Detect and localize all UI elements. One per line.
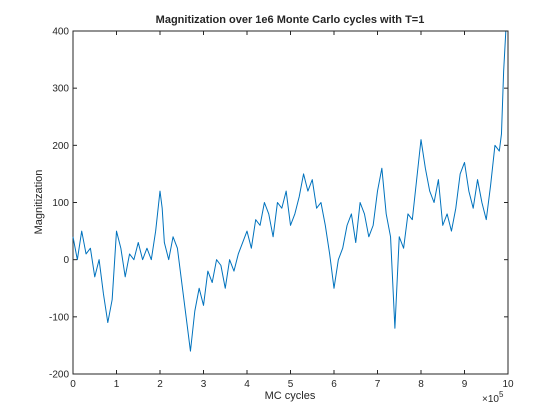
x-tick-label: 4 xyxy=(244,379,250,390)
x-tick-label: 3 xyxy=(201,379,207,390)
y-tick-label: 400 xyxy=(52,27,69,38)
x-tick-label: 7 xyxy=(375,379,381,390)
x-tick-label: 0 xyxy=(70,379,76,390)
x-tick-label: 6 xyxy=(331,379,337,390)
x-axis-label: MC cycles xyxy=(265,390,316,402)
plot-area xyxy=(72,30,509,375)
x-tick-label: 1 xyxy=(114,379,120,390)
y-tick-label: -100 xyxy=(49,312,69,323)
axes-box xyxy=(72,30,509,375)
x-tick-label: 2 xyxy=(157,379,163,390)
x-axis-ticks: 0 1 2 3 4 5 6 7 8 9 10 xyxy=(70,31,514,390)
y-tick-label: 100 xyxy=(52,198,69,209)
x-tick-label: 9 xyxy=(462,379,468,390)
y-axis-ticks: -200 -100 0 100 200 300 400 xyxy=(49,27,508,381)
x-tick-label: 10 xyxy=(502,379,514,390)
x-axis-exponent-power: 5 xyxy=(499,390,504,399)
series-line xyxy=(72,30,508,352)
x-axis-exponent: ×105 xyxy=(482,390,504,405)
x-axis-exponent-base: ×10 xyxy=(482,394,499,405)
x-tick-label: 8 xyxy=(418,379,424,390)
y-tick-label: 300 xyxy=(52,84,69,95)
y-axis-label: Magnitization xyxy=(33,170,45,235)
y-tick-label: -200 xyxy=(49,370,69,381)
y-tick-label: 0 xyxy=(63,255,69,266)
x-tick-label: 5 xyxy=(288,379,294,390)
y-tick-label: 200 xyxy=(52,141,69,152)
chart-title: Magnitization over 1e6 Monte Carlo cycle… xyxy=(156,14,425,26)
